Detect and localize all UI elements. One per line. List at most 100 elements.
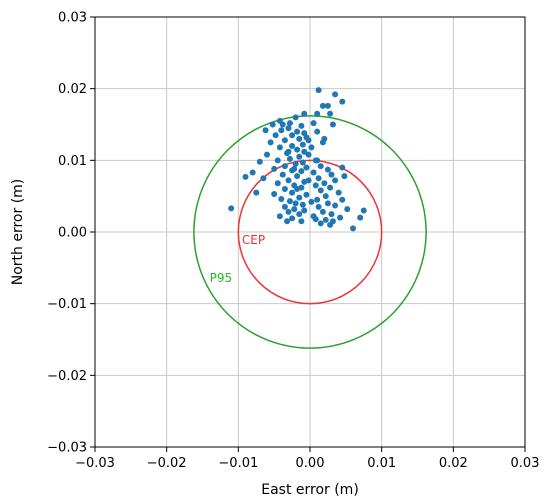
x-tick-label: 0.01 — [367, 456, 396, 471]
data-point — [332, 177, 339, 184]
data-point — [324, 102, 331, 109]
y-tick-label: −0.03 — [47, 441, 87, 456]
data-point — [228, 205, 235, 212]
axis-ticks: −0.03 −0.02 −0.01 0.00 0.01 0.02 0.03 −0.03 −0.0… — [47, 11, 539, 472]
p95-label: P95 — [210, 271, 233, 285]
data-point — [269, 121, 276, 128]
data-point — [294, 186, 301, 192]
data-point — [332, 91, 339, 98]
data-point — [321, 135, 328, 142]
data-point — [267, 139, 274, 146]
data-point — [298, 168, 305, 175]
data-point — [317, 163, 324, 170]
data-point — [299, 201, 306, 208]
data-point — [314, 128, 321, 135]
data-point — [322, 216, 329, 223]
data-point — [310, 120, 317, 127]
data-point — [314, 157, 321, 164]
data-point — [314, 196, 321, 203]
x-tick-label: −0.02 — [147, 456, 187, 471]
cep-circle — [237, 159, 383, 305]
data-point — [272, 132, 279, 139]
data-point — [291, 165, 298, 172]
data-point — [317, 220, 324, 227]
data-point — [299, 141, 306, 148]
data-point — [271, 191, 278, 198]
y-tick-label: −0.02 — [47, 369, 87, 384]
x-axis-label: East error (m) — [261, 482, 359, 498]
data-point — [327, 184, 334, 191]
data-point — [339, 196, 346, 203]
data-point — [285, 208, 292, 215]
data-point — [308, 198, 315, 205]
data-point — [324, 200, 331, 207]
y-tick-label: −0.01 — [47, 297, 87, 312]
data-point — [276, 213, 283, 220]
data-point — [274, 180, 281, 187]
data-point — [292, 114, 299, 121]
data-point — [278, 127, 285, 134]
data-point — [344, 206, 351, 213]
data-point — [281, 203, 288, 210]
data-point — [262, 127, 269, 134]
data-point — [350, 225, 356, 232]
x-tick-label: −0.03 — [75, 456, 115, 471]
circle-annotations: CEP P95 — [210, 233, 265, 285]
data-point — [305, 137, 312, 144]
data-point — [312, 216, 319, 223]
data-point — [281, 186, 288, 192]
data-point — [281, 163, 288, 170]
data-point — [337, 214, 344, 221]
data-point — [289, 132, 296, 139]
data-point — [332, 202, 339, 209]
data-point — [315, 203, 322, 210]
data-point — [303, 191, 310, 198]
data-point — [314, 110, 321, 117]
data-point — [292, 160, 299, 167]
data-point — [319, 102, 326, 109]
data-point — [301, 207, 308, 214]
data-point — [256, 158, 263, 165]
data-point — [294, 173, 301, 180]
data-point — [328, 171, 335, 178]
data-point — [285, 148, 292, 155]
data-point — [339, 98, 346, 105]
data-point — [327, 110, 334, 117]
x-tick-label: 0.02 — [439, 456, 468, 471]
cep-label: CEP — [242, 233, 265, 247]
data-point — [312, 182, 319, 189]
x-tick-label: 0.00 — [296, 456, 325, 471]
data-point — [289, 189, 296, 196]
data-point — [286, 155, 293, 162]
data-point — [299, 159, 306, 166]
data-point — [322, 193, 329, 200]
data-point — [301, 148, 308, 155]
data-point — [285, 125, 292, 132]
data-point — [296, 153, 303, 160]
x-tick-label: −0.01 — [218, 456, 258, 471]
data-point — [298, 122, 305, 129]
data-point — [289, 215, 296, 222]
data-point — [324, 166, 331, 173]
data-point — [328, 211, 335, 218]
data-point — [294, 128, 301, 135]
data-point — [274, 157, 281, 164]
data-point — [339, 164, 346, 171]
data-point — [319, 208, 326, 215]
data-point — [286, 198, 293, 205]
data-point — [294, 146, 301, 153]
y-tick-label: 0.03 — [58, 11, 87, 26]
data-point — [286, 120, 293, 127]
data-point — [285, 177, 292, 184]
data-point — [329, 121, 336, 128]
data-point — [289, 143, 296, 149]
data-point — [308, 144, 315, 151]
data-point — [357, 214, 364, 221]
data-point — [271, 165, 278, 172]
data-point — [279, 171, 286, 178]
data-point — [303, 164, 310, 171]
data-point — [291, 206, 298, 213]
data-point — [249, 169, 256, 176]
